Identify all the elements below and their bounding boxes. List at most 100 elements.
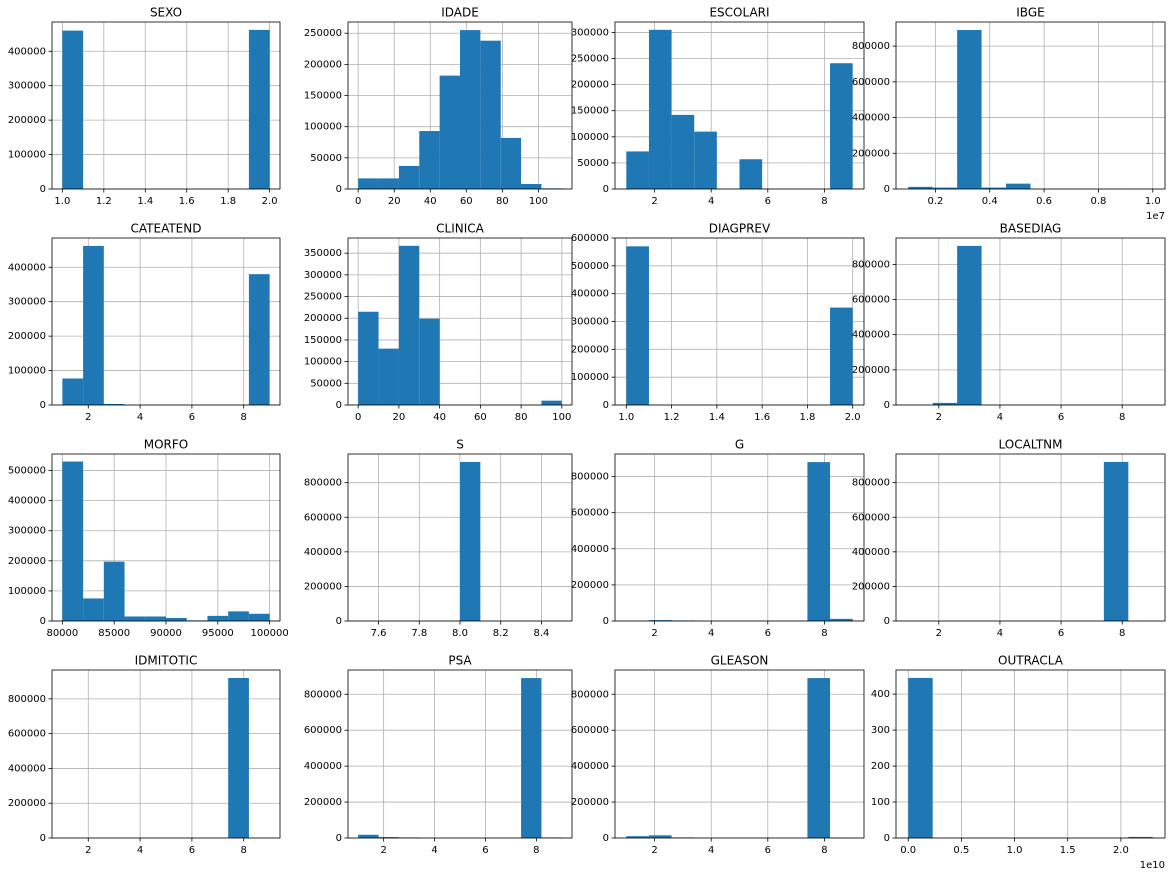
y-tick-label: 600000 <box>304 512 342 523</box>
axes-frame <box>51 21 281 190</box>
y-tick-label: 200000 <box>8 331 46 342</box>
bar <box>626 246 649 405</box>
y-tick-label: 800000 <box>852 41 890 52</box>
y-tick-label: 0 <box>884 616 890 627</box>
bar <box>248 613 270 621</box>
y-tick-label: 0 <box>603 184 609 195</box>
y-tick-label: 600000 <box>304 725 342 736</box>
y-tick-label: 800000 <box>852 478 890 489</box>
x-tick-label: 4 <box>708 628 714 639</box>
x-tick-label: 1.2 <box>664 412 680 423</box>
y-tick-label: 250000 <box>304 292 342 303</box>
y-tick-label: 800000 <box>571 472 609 483</box>
bar <box>521 184 542 189</box>
bar <box>378 178 399 189</box>
y-tick-label: 400000 <box>8 763 46 774</box>
x-tick-label: 2 <box>651 628 657 639</box>
x-tick-label: 0 <box>355 412 361 423</box>
chart-title: S <box>456 438 464 452</box>
y-tick-label: 50000 <box>310 378 342 389</box>
x-tick-label: 2 <box>85 845 91 856</box>
bar <box>124 616 146 621</box>
axes-frame <box>614 21 865 190</box>
bar <box>378 348 399 405</box>
x-tick-label: 1.0 <box>54 196 70 207</box>
x-tick-label: 6 <box>765 845 771 856</box>
x-tick-label: 0.4 <box>982 196 998 207</box>
bar <box>62 30 84 190</box>
y-tick-label: 0 <box>336 616 342 627</box>
chart-title: G <box>735 438 744 452</box>
x-tick-label: 2 <box>380 845 386 856</box>
bar <box>166 617 187 621</box>
x-tick-label: 1.2 <box>96 196 112 207</box>
bar <box>145 616 166 621</box>
x-tick-label: 8 <box>241 845 247 856</box>
axes-frame <box>895 237 1166 406</box>
bar <box>460 30 481 190</box>
x-tick-label: 4 <box>708 845 714 856</box>
y-tick-label: 200000 <box>304 581 342 592</box>
x-offset-label: 1e10 <box>1140 860 1165 871</box>
x-tick-label: 6 <box>765 628 771 639</box>
y-tick-label: 800000 <box>571 689 609 700</box>
y-tick-label: 600000 <box>571 725 609 736</box>
chart-title: MORFO <box>144 438 188 452</box>
y-tick-label: 100000 <box>304 122 342 133</box>
y-tick-label: 0 <box>40 184 46 195</box>
x-tick-label: 2 <box>651 196 657 207</box>
bar <box>981 187 1007 189</box>
x-tick-label: 6 <box>765 196 771 207</box>
bar <box>228 678 249 838</box>
y-tick-label: 400 <box>871 689 890 700</box>
y-tick-label: 200000 <box>852 365 890 376</box>
axes-frame <box>347 669 573 839</box>
bar <box>957 245 982 405</box>
x-tick-label: 6 <box>1058 628 1064 639</box>
y-tick-label: 100000 <box>304 357 342 368</box>
x-tick-label: 1.0 <box>618 412 634 423</box>
x-tick-label: 80000 <box>46 628 78 639</box>
y-tick-label: 200000 <box>571 80 609 91</box>
chart-title: PSA <box>448 654 472 668</box>
bar <box>248 274 270 405</box>
x-tick-label: 0.0 <box>900 845 916 856</box>
chart-title: BASEDIAG <box>1000 222 1062 236</box>
x-tick-label: 1.4 <box>137 196 153 207</box>
x-tick-label: 2.0 <box>845 412 861 423</box>
x-tick-label: 8.4 <box>534 628 550 639</box>
bar <box>807 462 831 621</box>
y-tick-label: 150000 <box>571 106 609 117</box>
y-tick-label: 200000 <box>571 344 609 355</box>
y-tick-label: 200 <box>871 761 890 772</box>
y-tick-label: 300000 <box>571 27 609 38</box>
x-tick-label: 85000 <box>98 628 130 639</box>
x-tick-label: 80 <box>496 196 509 207</box>
chart-title: GLEASON <box>711 654 769 668</box>
y-tick-label: 0 <box>884 400 890 411</box>
x-tick-label: 1.4 <box>709 412 725 423</box>
x-tick-label: 8 <box>821 196 827 207</box>
bar <box>648 29 672 189</box>
x-tick-label: 0.8 <box>1090 196 1106 207</box>
y-tick-label: 400000 <box>852 330 890 341</box>
x-tick-label: 1.8 <box>799 412 815 423</box>
bar <box>62 461 84 621</box>
x-tick-label: 4 <box>708 196 714 207</box>
y-tick-label: 0 <box>40 616 46 627</box>
y-tick-label: 300000 <box>8 81 46 92</box>
y-tick-label: 600000 <box>571 508 609 519</box>
axes-frame <box>614 669 865 839</box>
axes-frame <box>895 669 1166 839</box>
x-tick-label: 8 <box>1119 628 1125 639</box>
y-tick-label: 0 <box>336 400 342 411</box>
y-tick-label: 300000 <box>571 317 609 328</box>
y-tick-label: 0 <box>603 400 609 411</box>
bar <box>228 611 249 621</box>
bar <box>648 835 672 838</box>
axes-frame <box>614 453 865 622</box>
y-tick-label: 0 <box>336 184 342 195</box>
x-tick-label: 2 <box>936 412 942 423</box>
x-tick-label: 1.0 <box>1145 196 1161 207</box>
